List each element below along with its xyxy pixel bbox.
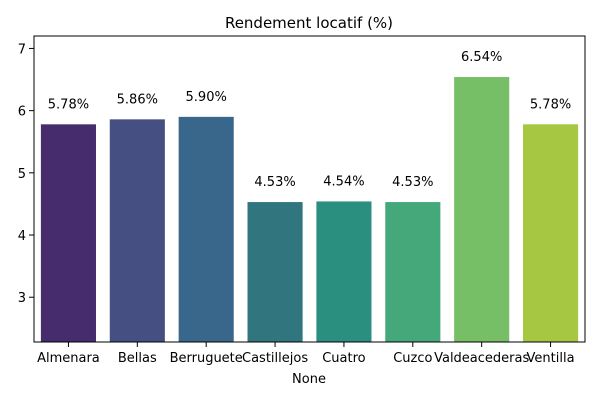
- data-label: 4.53%: [254, 175, 295, 190]
- bar-berruguete: [178, 116, 234, 342]
- plot-area: 5.78% 5.86% 5.90% 4.53% 4.54% 4.53% 6.54% 5.78%…: [18, 35, 586, 366]
- x-axis-label: None: [292, 372, 326, 387]
- data-label: 4.53%: [392, 175, 433, 190]
- bar-valdeacederas: [454, 77, 510, 343]
- x-tick-label: Cuatro: [322, 351, 365, 366]
- y-tick-label: 7: [18, 42, 26, 57]
- bar-almenara: [40, 124, 96, 342]
- data-label: 5.78%: [530, 97, 571, 112]
- y-tick-label: 3: [18, 291, 26, 306]
- x-tick-label: Bellas: [118, 351, 157, 366]
- data-label: 6.54%: [461, 50, 502, 65]
- x-tick-label: Valdeacederas: [434, 351, 529, 366]
- plot-frame: [33, 35, 586, 343]
- data-label: 5.78%: [48, 97, 89, 112]
- x-tick-label: Cuzco: [393, 351, 432, 366]
- bar-ventilla: [523, 124, 579, 342]
- data-label: 5.86%: [117, 92, 158, 107]
- x-tick-label: Berruguete: [170, 351, 243, 366]
- y-tick-label: 4: [18, 229, 26, 244]
- y-tick-label: 5: [18, 167, 26, 182]
- data-label: 4.54%: [323, 174, 364, 189]
- chart-title: Rendement locatif (%): [225, 14, 393, 32]
- x-tick-label: Almenara: [37, 351, 100, 366]
- x-tick-label: Ventilla: [527, 351, 575, 366]
- y-tick-label: 6: [18, 105, 26, 120]
- bar-cuatro: [316, 201, 372, 342]
- x-tick-label: Castillejos: [242, 351, 308, 366]
- bar-castillejos: [247, 202, 303, 342]
- bar-bellas: [109, 119, 165, 342]
- data-label: 5.90%: [186, 90, 227, 105]
- bar-cuzco: [385, 202, 441, 342]
